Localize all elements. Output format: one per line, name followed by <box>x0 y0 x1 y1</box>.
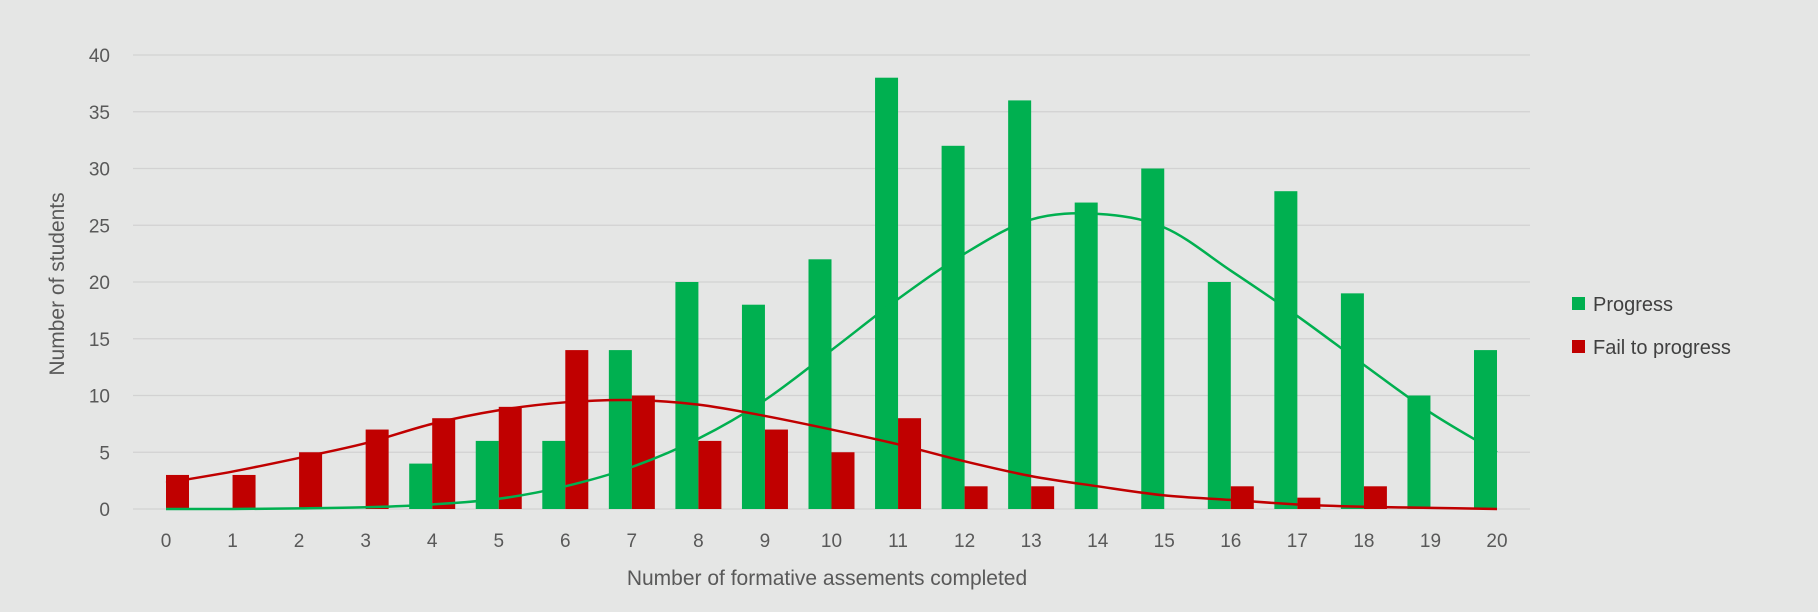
bar-fail-to-progress <box>698 440 722 509</box>
y-tick-label: 25 <box>89 216 110 237</box>
x-tick-label: 4 <box>427 531 438 552</box>
bar-fail-to-progress <box>565 350 589 509</box>
trendlines <box>165 212 1498 511</box>
y-axis-ticks: 0 5 10 15 20 25 30 35 40 <box>89 46 110 521</box>
bar-fail-to-progress <box>498 406 522 509</box>
bar-progress <box>1008 100 1032 510</box>
x-axis-ticks: 0 1 2 3 4 5 6 7 8 9 10 11 12 13 14 15 16 17 18 19 20 <box>161 531 1508 552</box>
x-tick-label: 16 <box>1220 531 1241 552</box>
bar-fail-to-progress <box>232 474 256 509</box>
bar-progress <box>475 440 499 509</box>
legend-swatch-progress <box>1572 297 1585 310</box>
x-tick-label: 18 <box>1353 531 1374 552</box>
legend-swatch-fail-to-progress <box>1572 340 1585 353</box>
bar-progress <box>875 77 899 509</box>
y-tick-label: 5 <box>99 443 110 464</box>
x-tick-label: 5 <box>493 531 504 552</box>
y-tick-label: 35 <box>89 103 110 124</box>
y-tick-label: 15 <box>89 330 110 351</box>
bar-fail-to-progress <box>831 452 855 509</box>
legend: Progress Fail to progress <box>1572 294 1731 359</box>
bar-progress <box>542 440 566 509</box>
bar-fail-to-progress <box>432 418 456 509</box>
bar-fail-to-progress <box>631 395 655 509</box>
legend-label-fail-to-progress: Fail to progress <box>1593 337 1731 359</box>
bar-progress <box>1274 191 1298 509</box>
bar-fail-to-progress <box>898 418 922 509</box>
x-tick-label: 14 <box>1087 531 1109 552</box>
bar-fail-to-progress <box>166 474 189 509</box>
bar-fail-to-progress <box>1363 486 1387 509</box>
bar-progress <box>675 282 699 509</box>
bar-progress <box>941 145 965 510</box>
bar-fail-to-progress <box>964 486 988 509</box>
x-tick-label: 10 <box>821 531 842 552</box>
bar-progress <box>1074 202 1098 510</box>
legend-label-progress: Progress <box>1593 294 1673 316</box>
bar-progress <box>608 350 632 509</box>
x-tick-label: 6 <box>560 531 571 552</box>
x-tick-label: 8 <box>693 531 704 552</box>
bar-progress <box>409 463 433 509</box>
bar-fail-to-progress <box>365 429 389 509</box>
bar-fail-to-progress <box>1031 486 1055 509</box>
bar-fail-to-progress <box>764 429 788 509</box>
bar-progress <box>1474 350 1497 509</box>
bar-fail-to-progress <box>1230 486 1254 509</box>
x-tick-label: 20 <box>1486 531 1507 552</box>
y-tick-label: 10 <box>89 387 110 408</box>
trendline-fail-to-progress <box>165 398 1498 511</box>
x-tick-label: 19 <box>1420 531 1441 552</box>
x-tick-label: 13 <box>1021 531 1042 552</box>
y-tick-label: 30 <box>89 160 110 181</box>
x-tick-label: 3 <box>360 531 371 552</box>
x-tick-label: 1 <box>227 531 238 552</box>
y-tick-label: 40 <box>89 46 110 67</box>
y-axis-title: Number of students <box>46 192 69 375</box>
bar-progress <box>1207 282 1231 509</box>
bar-progress <box>808 259 832 509</box>
x-axis-title: Number of formative assements completed <box>627 567 1027 590</box>
bar-fail-to-progress <box>299 452 323 509</box>
x-tick-label: 9 <box>760 531 771 552</box>
bar-progress <box>1141 168 1165 509</box>
x-tick-label: 17 <box>1287 531 1308 552</box>
trendline-progress <box>165 212 1498 511</box>
x-tick-label: 12 <box>954 531 975 552</box>
bar-progress <box>1407 395 1431 509</box>
x-tick-label: 11 <box>888 531 908 552</box>
x-tick-label: 7 <box>627 531 638 552</box>
y-tick-label: 0 <box>99 500 110 521</box>
x-tick-label: 15 <box>1154 531 1175 552</box>
x-tick-label: 2 <box>294 531 305 552</box>
bar-fail-to-progress <box>1297 497 1321 509</box>
y-tick-label: 20 <box>89 273 110 294</box>
bar-progress <box>1340 293 1364 509</box>
x-tick-label: 0 <box>161 531 172 552</box>
